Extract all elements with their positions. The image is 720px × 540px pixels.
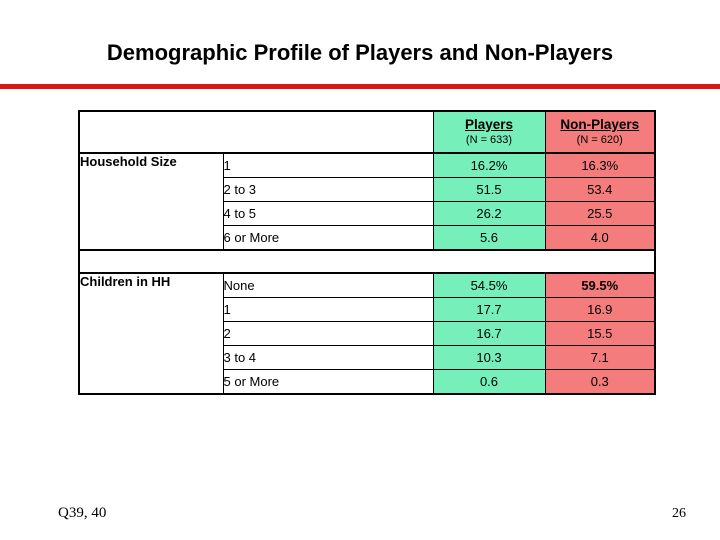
players-column-header: Players (N = 633) (432, 110, 546, 154)
table-row: Children in HH None 54.5% 59.5% (78, 272, 656, 395)
category-cell: None (222, 272, 434, 298)
nonplayers-value-cell: 0.3 (544, 369, 656, 395)
nonplayers-column-header: Non-Players (N = 620) (544, 110, 656, 154)
players-column-n: (N = 633) (465, 133, 513, 146)
nonplayers-value-cell: 59.5% (544, 272, 656, 298)
question-reference: Q39, 40 (58, 505, 107, 521)
players-value-cell: 0.6 (432, 369, 546, 395)
slide-title: Demographic Profile of Players and Non-P… (106, 40, 614, 65)
category-cell: 3 to 4 (222, 345, 434, 370)
header-empty-cell (78, 110, 434, 154)
section-spacer-row (78, 249, 656, 274)
table-row: 2 16.7 15.5 (79, 321, 656, 346)
demographics-table: Players (N = 633) Non-Players (N = 620) … (78, 110, 656, 395)
category-cell: 5 or More (222, 369, 434, 395)
category-cell: 2 to 3 (222, 177, 434, 202)
nonplayers-value-cell: 53.4 (544, 177, 656, 202)
nonplayers-value-cell: 16.9 (544, 297, 656, 322)
nonplayers-column-n: (N = 620) (576, 133, 623, 146)
players-value-cell: 26.2 (432, 201, 546, 226)
section-label-children-in-hh: Children in HH (78, 272, 224, 395)
table-row: Household Size 1 16.2% 16.3% (78, 152, 656, 251)
category-cell: 1 (222, 297, 434, 322)
nonplayers-value-cell: 7.1 (544, 345, 656, 370)
table-row: 2 to 3 51.5 53.4 (79, 177, 656, 202)
players-value-cell: 16.2% (432, 152, 546, 178)
players-column-title: Players (464, 116, 514, 132)
players-value-cell: 54.5% (432, 272, 546, 298)
spacer-cell (78, 249, 656, 274)
table-row: 6 or More 5.6 4.0 (79, 225, 656, 251)
players-value-cell: 5.6 (432, 225, 546, 251)
players-value-cell: 51.5 (432, 177, 546, 202)
category-cell: 1 (222, 152, 434, 178)
table-row: 3 to 4 10.3 7.1 (79, 345, 656, 370)
table-row: 4 to 5 26.2 25.5 (79, 201, 656, 226)
table-row: 1 17.7 16.9 (79, 297, 656, 322)
section-label-household-size: Household Size (78, 152, 224, 251)
table-header-row: Players (N = 633) Non-Players (N = 620) (78, 110, 656, 154)
page-number: 26 (672, 506, 686, 521)
table-row: 5 or More 0.6 0.3 (79, 369, 656, 395)
nonplayers-value-cell: 25.5 (544, 201, 656, 226)
players-value-cell: 10.3 (432, 345, 546, 370)
title-divider-rule (0, 84, 720, 89)
category-cell: 4 to 5 (222, 201, 434, 226)
nonplayers-value-cell: 4.0 (544, 225, 656, 251)
players-value-cell: 16.7 (432, 321, 546, 346)
players-value-cell: 17.7 (432, 297, 546, 322)
category-cell: 2 (222, 321, 434, 346)
nonplayers-column-title: Non-Players (560, 116, 640, 132)
nonplayers-value-cell: 16.3% (544, 152, 656, 178)
category-cell: 6 or More (222, 225, 434, 251)
nonplayers-value-cell: 15.5 (544, 321, 656, 346)
